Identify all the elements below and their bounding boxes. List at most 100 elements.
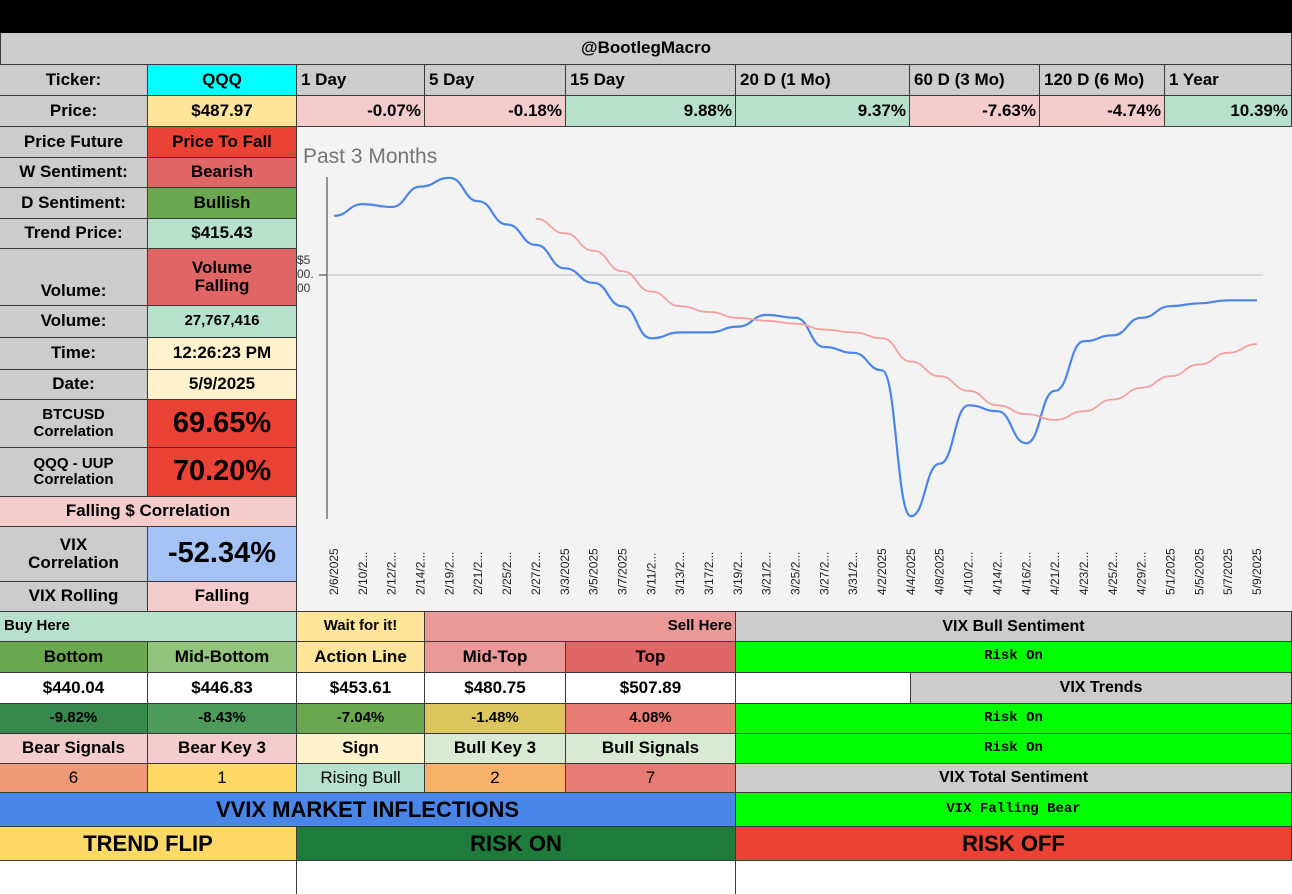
x-tick-label: 4/23/2... (1077, 552, 1091, 595)
btc-corr-label-line1: BTCUSD (42, 406, 105, 424)
x-tick-label: 2/10/2... (356, 552, 370, 595)
vix-trend-2: Risk On (736, 734, 1292, 764)
level-price-action-line: $453.61 (297, 673, 425, 704)
x-tick-label: 2/6/2025 (327, 548, 341, 595)
y-tick-label-1: $5 (297, 253, 311, 267)
vvix-title: VVIX MARKET INFLECTIONS (0, 793, 736, 827)
bottom-blank-2 (297, 861, 736, 894)
buy-here-label: Buy Here (0, 612, 297, 642)
trend-price-label: Trend Price: (0, 219, 148, 249)
uup-corr-label-line2: Correlation (33, 471, 114, 488)
volume-state-line1: Volume (191, 257, 253, 277)
signal-header-sign: Sign (297, 734, 425, 764)
x-tick-label: 5/5/2025 (1192, 548, 1206, 595)
x-tick-label: 4/2/2025 (875, 548, 889, 595)
period-5d-label: 5 Day (425, 65, 566, 96)
level-pct-top: 4.08% (566, 704, 736, 734)
y-tick-label-3: 00 (297, 281, 311, 295)
level-pct-action-line: -7.04% (297, 704, 425, 734)
period-1y-label: 1 Year (1165, 65, 1292, 96)
signal-header-bull-key: Bull Key 3 (425, 734, 566, 764)
chart-series-group (333, 176, 1258, 518)
signal-value-bull-key: 2 (425, 764, 566, 793)
x-tick-label: 4/8/2025 (933, 548, 947, 595)
d-sentiment-value: Bullish (148, 188, 297, 219)
x-tick-label: 3/5/2025 (587, 548, 601, 595)
x-tick-label: 4/10/2... (962, 552, 976, 595)
uup-corr-value: 70.20% (148, 448, 297, 497)
price-chart: Past 3 Months $5 00. 00 2/6/2025 2/10/2..… (297, 127, 1292, 612)
x-tick-label: 2/27/2... (529, 552, 543, 595)
bottom-blank-3 (736, 861, 1292, 894)
time-label: Time: (0, 338, 148, 370)
change-1y: 10.39% (1165, 96, 1292, 127)
level-header-action-line: Action Line (297, 642, 425, 673)
volume-label: Volume: (0, 306, 148, 338)
x-tick-label: 4/14/2... (990, 552, 1004, 595)
x-tick-label: 3/11/2... (644, 553, 658, 595)
price-label: Price: (0, 96, 148, 127)
x-tick-label: 4/21/2... (1048, 552, 1062, 595)
price-value: $487.97 (148, 96, 297, 127)
top-black-bar (0, 0, 1292, 33)
level-pct-mid-top: -1.48% (425, 704, 566, 734)
x-tick-label: 2/14/2... (414, 552, 428, 595)
vix-corr-label-line2: Correlation (28, 553, 119, 572)
x-tick-label: 5/7/2025 (1221, 548, 1235, 595)
volume-state-line2: Falling (194, 276, 250, 295)
x-tick-label: 4/4/2025 (904, 548, 918, 595)
trend-price-value: $415.43 (148, 219, 297, 249)
x-tick-label: 4/16/2... (1019, 552, 1033, 595)
series-line-2 (535, 217, 1258, 421)
vix-trends-label: VIX Trends (911, 673, 1292, 704)
level-pct-mid-bottom: -8.43% (148, 704, 297, 734)
change-60d: -7.63% (910, 96, 1040, 127)
period-60d-label: 60 D (3 Mo) (910, 65, 1040, 96)
x-tick-label: 3/27/2... (817, 552, 831, 595)
change-120d: -4.74% (1040, 96, 1165, 127)
falling-correlation: Falling $ Correlation (0, 497, 297, 527)
level-header-top: Top (566, 642, 736, 673)
vix-bull-sentiment-label: VIX Bull Sentiment (736, 612, 1292, 642)
wait-label: Wait for it! (297, 612, 425, 642)
date-value: 5/9/2025 (148, 370, 297, 400)
uup-corr-label: QQQ - UUP Correlation (0, 448, 148, 497)
x-tick-label: 4/29/2... (1135, 552, 1149, 595)
signal-header-bear-key: Bear Key 3 (148, 734, 297, 764)
signal-header-bear-signals: Bear Signals (0, 734, 148, 764)
risk-off-label: RISK OFF (736, 827, 1292, 861)
btc-corr-value: 69.65% (148, 400, 297, 448)
ticker-label: Ticker: (0, 65, 148, 96)
change-20d: 9.37% (736, 96, 910, 127)
x-axis-labels-group: 2/6/2025 2/10/2... 2/12/2... 2/14/2... 2/19/… (327, 548, 1264, 595)
x-tick-label: 3/19/2... (731, 552, 745, 595)
x-tick-label: 3/13/2... (673, 552, 687, 595)
level-price-top: $507.89 (566, 673, 736, 704)
volume-state-value: Volume Falling (148, 249, 297, 306)
uup-corr-label-line1: QQQ - UUP (33, 454, 114, 472)
x-tick-label: 5/9/2025 (1250, 548, 1264, 595)
x-tick-label: 3/25/2... (789, 552, 803, 595)
date-label: Date: (0, 370, 148, 400)
level-price-mid-top: $480.75 (425, 673, 566, 704)
risk-on-label: RISK ON (297, 827, 736, 861)
level-price-bottom: $440.04 (0, 673, 148, 704)
x-tick-label: 2/19/2... (442, 552, 456, 595)
vix-corr-value: -52.34% (148, 527, 297, 582)
x-tick-label: 2/12/2... (385, 552, 399, 595)
vix-corr-label: VIX Correlation (0, 527, 148, 582)
price-future-label: Price Future (0, 127, 148, 158)
x-tick-label: 3/31/2... (846, 552, 860, 595)
btc-corr-label: BTCUSD Correlation (0, 400, 148, 448)
trend-flip-label: TREND FLIP (0, 827, 297, 861)
period-20d-label: 20 D (1 Mo) (736, 65, 910, 96)
w-sentiment-value: Bearish (148, 158, 297, 188)
signal-value-bull-signals: 7 (566, 764, 736, 793)
signal-value-bear-key: 1 (148, 764, 297, 793)
x-tick-label: 3/21/2... (760, 552, 774, 595)
period-1d-label: 1 Day (297, 65, 425, 96)
time-value: 12:26:23 PM (148, 338, 297, 370)
x-tick-label: 3/3/2025 (558, 548, 572, 595)
change-15d: 9.88% (566, 96, 736, 127)
ticker-value: QQQ (148, 65, 297, 96)
